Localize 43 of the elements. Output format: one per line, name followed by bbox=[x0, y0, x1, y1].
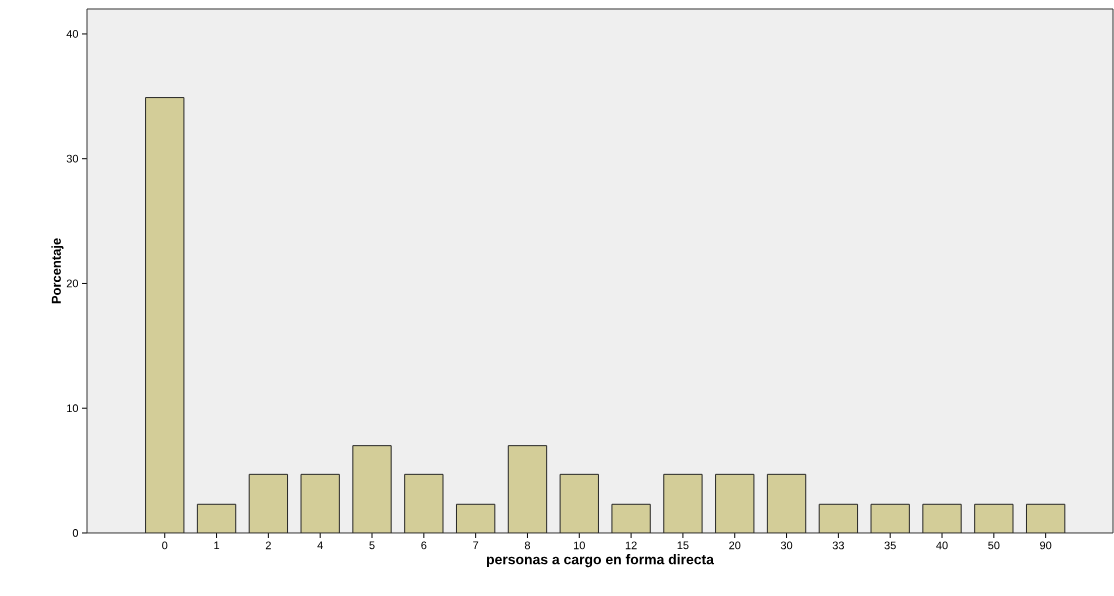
x-tick-label: 4 bbox=[317, 541, 323, 550]
bar bbox=[715, 474, 754, 533]
bar bbox=[301, 474, 340, 533]
y-tick-label: 20 bbox=[66, 279, 79, 288]
x-tick-label: 90 bbox=[1040, 541, 1052, 550]
bar bbox=[560, 474, 599, 533]
x-tick-label: 40 bbox=[936, 541, 948, 550]
x-tick-label: 33 bbox=[832, 541, 844, 550]
x-tick-label: 20 bbox=[729, 541, 741, 550]
y-tick-label: 40 bbox=[66, 30, 79, 38]
x-tick-label: 50 bbox=[988, 541, 1000, 550]
bar bbox=[352, 445, 392, 533]
y-axis-title: Porcentaje bbox=[51, 238, 64, 304]
x-tick-label: 8 bbox=[524, 541, 531, 550]
x-tick-label: 15 bbox=[677, 541, 689, 550]
x-tick-label: 10 bbox=[574, 541, 585, 550]
bar bbox=[145, 97, 184, 533]
bar bbox=[663, 474, 703, 533]
bar bbox=[197, 504, 236, 533]
bar bbox=[974, 504, 1014, 533]
x-tick-label: 2 bbox=[265, 541, 271, 550]
x-axis-title: personas a cargo en forma directa bbox=[486, 554, 715, 568]
bar bbox=[922, 504, 962, 533]
bar bbox=[871, 504, 910, 533]
bar bbox=[508, 445, 547, 533]
y-tick-label: 0 bbox=[72, 529, 79, 537]
bar bbox=[611, 504, 651, 533]
x-tick-label: 30 bbox=[780, 541, 793, 550]
bar bbox=[404, 474, 443, 533]
x-tick-label: 7 bbox=[473, 541, 479, 550]
bar bbox=[456, 504, 495, 533]
x-tick-label: 35 bbox=[884, 541, 896, 550]
x-tick-label: 1 bbox=[214, 541, 220, 550]
x-tick-label: 5 bbox=[369, 541, 375, 550]
bar bbox=[767, 474, 806, 533]
bar bbox=[1025, 503, 1066, 533]
y-tick-label: 10 bbox=[67, 404, 79, 413]
x-tick-label: 12 bbox=[625, 541, 637, 550]
y-tick-label: 30 bbox=[66, 154, 79, 163]
x-tick-label: 0 bbox=[162, 541, 168, 550]
bar bbox=[249, 474, 288, 533]
bar bbox=[819, 504, 858, 533]
x-tick-label: 6 bbox=[421, 541, 427, 550]
